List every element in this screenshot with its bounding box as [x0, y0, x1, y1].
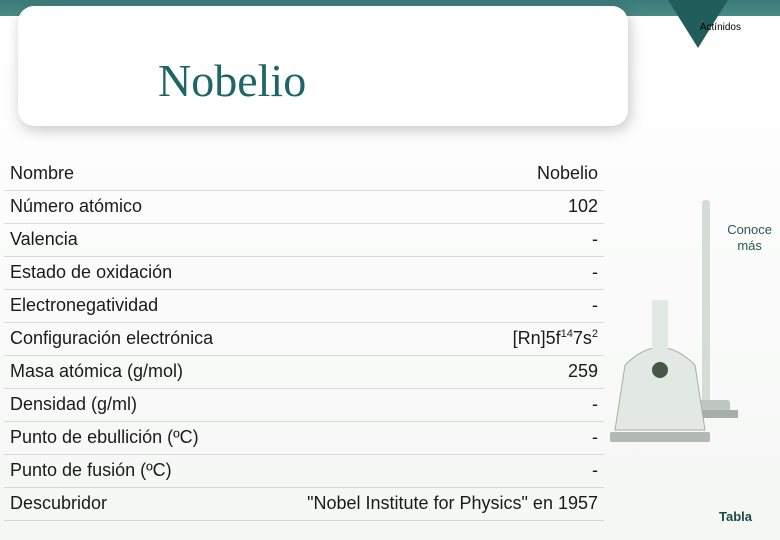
property-name: Masa atómica (g/mol): [4, 356, 253, 389]
table-row: Punto de ebullición (ºC)-: [4, 422, 604, 455]
property-name: Punto de fusión (ºC): [4, 455, 253, 488]
property-value: "Nobel Institute for Physics" en 1957: [253, 488, 604, 521]
table-row: Electronegatividad-: [4, 290, 604, 323]
property-name: Nombre: [4, 158, 253, 191]
property-name: Número atómico: [4, 191, 253, 224]
property-value: 259: [253, 356, 604, 389]
table-row: Estado de oxidación-: [4, 257, 604, 290]
table-row: Valencia-: [4, 224, 604, 257]
property-name: Densidad (g/ml): [4, 389, 253, 422]
category-label: Actínidos: [700, 22, 741, 33]
title-card: Nobelio: [18, 6, 628, 126]
property-name: Punto de ebullición (ºC): [4, 422, 253, 455]
table-link[interactable]: Tabla: [719, 509, 752, 524]
table-row: NombreNobelio: [4, 158, 604, 191]
table-row: Descubridor"Nobel Institute for Physics"…: [4, 488, 604, 521]
flask-illustration: [580, 200, 740, 480]
property-value: Nobelio: [253, 158, 604, 191]
property-value: -: [253, 257, 604, 290]
table-row: Configuración electrónica[Rn]5f147s2: [4, 323, 604, 356]
property-value: -: [253, 290, 604, 323]
property-value: -: [253, 224, 604, 257]
property-name: Configuración electrónica: [4, 323, 253, 356]
table-row: Densidad (g/ml)-: [4, 389, 604, 422]
property-name: Electronegatividad: [4, 290, 253, 323]
property-value: 102: [253, 191, 604, 224]
table-row: Número atómico102: [4, 191, 604, 224]
property-value: -: [253, 389, 604, 422]
property-name: Descubridor: [4, 488, 253, 521]
page-title: Nobelio: [158, 54, 306, 107]
property-value: -: [253, 455, 604, 488]
property-value: -: [253, 422, 604, 455]
property-name: Estado de oxidación: [4, 257, 253, 290]
properties-table: NombreNobelioNúmero atómico102Valencia-E…: [4, 158, 604, 521]
table-row: Masa atómica (g/mol)259: [4, 356, 604, 389]
property-name: Valencia: [4, 224, 253, 257]
property-value: [Rn]5f147s2: [253, 323, 604, 356]
table-row: Punto de fusión (ºC)-: [4, 455, 604, 488]
learn-more-link[interactable]: Conoce más: [727, 222, 772, 255]
